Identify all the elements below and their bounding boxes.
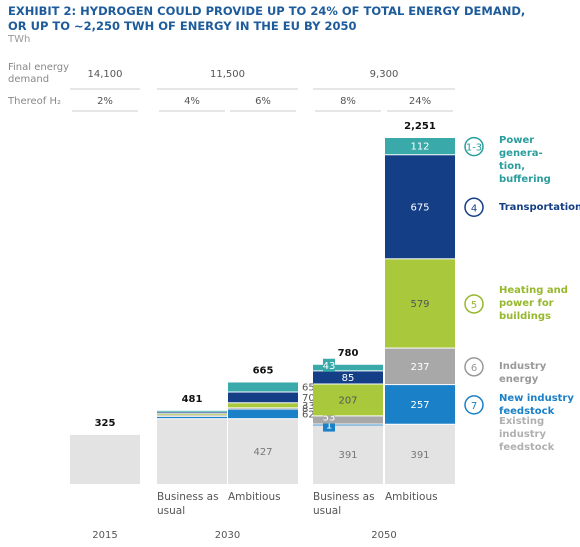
- segment-label: 207: [338, 395, 357, 406]
- bar-segment: [313, 371, 383, 384]
- legend-label: Transportation: [499, 201, 580, 213]
- legend-label: Existing industry feedstock: [499, 416, 555, 454]
- chart-title: EXHIBIT 2: HYDROGEN COULD PROVIDE UP TO …: [8, 4, 526, 33]
- group-label: 2050: [371, 530, 396, 541]
- segment-label: 33: [302, 401, 315, 412]
- final-energy-value: 14,100: [88, 69, 123, 80]
- segment-label: 65: [302, 382, 315, 393]
- bar-segment: [157, 415, 227, 417]
- legend-icon-label: 5: [471, 300, 477, 311]
- row-label: Thereof H₂: [8, 96, 61, 107]
- label-box: [323, 358, 335, 372]
- legend-icon-label: 4: [471, 203, 477, 214]
- bar-segment: [228, 409, 298, 419]
- group-label: 2030: [215, 530, 240, 541]
- row-label: Final energy demand: [8, 62, 70, 85]
- legend-label: New industry feedstock: [499, 392, 574, 417]
- total-label: 2,251: [404, 121, 436, 132]
- legend-icon-label: 1-3: [466, 143, 482, 154]
- bar-segment: [70, 434, 140, 484]
- legend-label: Power genera- tion, buffering: [499, 134, 551, 185]
- legend-label: Industry energy: [499, 361, 547, 386]
- legend-icon: [464, 136, 484, 157]
- bar-segment: [385, 424, 455, 484]
- legend-label: Heating and power for buildings: [499, 285, 568, 323]
- h2-share-value: 6%: [255, 96, 271, 107]
- segment-label: 53: [323, 412, 336, 423]
- bar-segment: [385, 155, 455, 259]
- bar-segment: [228, 408, 298, 410]
- final-energy-value: 9,300: [370, 69, 399, 80]
- category-label: Business as usual: [313, 491, 375, 517]
- total-label: 665: [253, 365, 274, 376]
- legend-icon: [464, 294, 484, 314]
- segment-label: 675: [410, 202, 429, 213]
- bar-segment: [157, 410, 227, 412]
- final-energy-value: 11,500: [210, 69, 245, 80]
- bar-segment: [313, 424, 383, 484]
- bar-segment: [157, 413, 227, 415]
- segment-label: 62: [302, 409, 315, 420]
- chart-subtitle: TWh: [8, 34, 31, 45]
- segment-label: 70: [302, 393, 315, 404]
- legend-icon-label: 7: [471, 401, 477, 412]
- bar-segment: [228, 403, 298, 408]
- bar-segment: [313, 364, 383, 371]
- h2-share-value: 4%: [184, 96, 200, 107]
- total-label: 325: [95, 418, 116, 429]
- bar-segment: [157, 419, 227, 484]
- segment-label: 8: [302, 404, 308, 415]
- legend-icon-label: 6: [471, 363, 477, 374]
- segment-label: 579: [410, 299, 429, 310]
- bar-segment: [385, 385, 455, 424]
- bar-segment: [313, 384, 383, 416]
- bar-segment: [157, 412, 227, 414]
- legend-icon: [464, 357, 484, 377]
- segment-label: 1: [326, 421, 332, 432]
- bar-segment: [385, 138, 455, 155]
- group-label: 2015: [92, 530, 117, 541]
- bar-segment: [228, 419, 298, 484]
- bar-segment: [157, 417, 227, 419]
- segment-label: 112: [410, 142, 429, 153]
- segment-label: 427: [253, 447, 272, 458]
- bar-segment: [385, 259, 455, 348]
- bar-segment: [228, 382, 298, 392]
- category-label: Ambitious: [385, 491, 438, 503]
- h2-share-value: 24%: [409, 96, 431, 107]
- segment-label: 391: [338, 450, 357, 461]
- segment-label: 85: [342, 373, 355, 384]
- segment-label: 237: [410, 362, 429, 373]
- legend-icon: [464, 395, 484, 415]
- bar-segment: [313, 416, 383, 424]
- segment-label: 257: [410, 400, 429, 411]
- total-label: 481: [182, 394, 203, 405]
- segment-label: 43: [323, 361, 336, 372]
- h2-share-value: 2%: [97, 96, 113, 107]
- category-label: Business as usual: [157, 491, 219, 517]
- segment-label: 391: [410, 450, 429, 461]
- legend-icon: [464, 197, 484, 218]
- h2-share-value: 8%: [340, 96, 356, 107]
- bar-segment: [313, 424, 383, 426]
- bar-segment: [228, 392, 298, 403]
- category-label: Ambitious: [228, 491, 281, 503]
- total-label: 780: [338, 348, 359, 359]
- bar-segment: [385, 348, 455, 385]
